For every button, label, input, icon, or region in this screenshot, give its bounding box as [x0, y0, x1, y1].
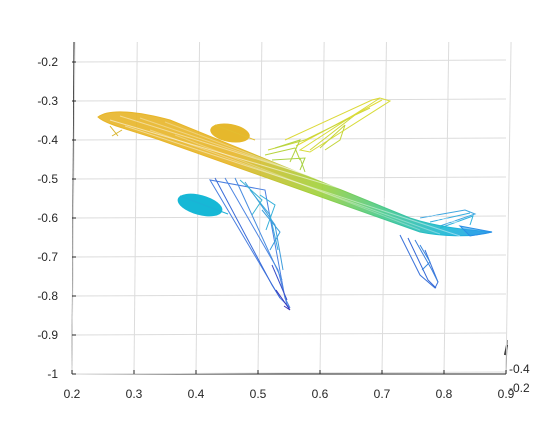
x-tick-label: 0.7 [374, 387, 391, 401]
y-tick-label: -0.3 [37, 94, 58, 108]
x-tick-label: 0.5 [250, 387, 267, 401]
fuselage [97, 111, 493, 237]
y-axis-ticks: -0.2 -0.3 -0.4 -0.5 -0.6 -0.7 -0.8 -0.9 -1 [37, 55, 76, 381]
y-tick-label: -0.7 [37, 250, 58, 264]
grid-line-y [71, 59, 507, 63]
x-tick-label: 0.6 [312, 387, 329, 401]
y-tick-label: -0.4 [37, 133, 58, 147]
far-engine [210, 123, 256, 143]
near-engine [177, 193, 229, 217]
y-tick-label: -0.2 [37, 55, 58, 69]
y-tick-label: -0.5 [37, 172, 58, 186]
y-tick-label: -0.8 [37, 289, 58, 303]
x-tick-label: 0.9 [498, 387, 515, 401]
grid-line-x [257, 41, 263, 375]
z-tick-label: -0.4 [509, 362, 530, 376]
z-axis-ticks: -0.4 -0.2 [509, 362, 530, 395]
grid-line-y [71, 137, 507, 141]
grid-line-y [71, 371, 507, 375]
grid-line-y [71, 293, 507, 297]
x-tick-label: 0.4 [188, 387, 205, 401]
grid-line-y [71, 98, 507, 102]
grid-lines [71, 41, 512, 375]
grid-line-x [71, 41, 76, 375]
x-tick-label: 0.2 [64, 387, 81, 401]
grid-line-y [71, 254, 507, 258]
x-tick-label: 0.8 [436, 387, 453, 401]
y-tick-label: -1 [47, 367, 58, 381]
z-tick-label: -0.2 [509, 381, 530, 395]
grid-line-x [443, 41, 450, 375]
y-tick-label: -0.6 [37, 211, 58, 225]
grid-line-x [133, 41, 138, 375]
tail-fin [458, 225, 493, 237]
x-axis-ticks: 0.2 0.3 0.4 0.5 0.6 0.7 0.8 0.9 [64, 370, 515, 401]
near-wing [209, 177, 291, 311]
airplane-wireframe [97, 97, 493, 311]
grid-line-x [505, 41, 512, 375]
tail-stabilizers [399, 209, 477, 289]
grid-line-y [71, 332, 507, 336]
far-wing [264, 97, 392, 173]
x-tick-label: 0.3 [126, 387, 143, 401]
y-tick-label: -0.9 [37, 328, 58, 342]
grid-line-x [319, 41, 325, 375]
